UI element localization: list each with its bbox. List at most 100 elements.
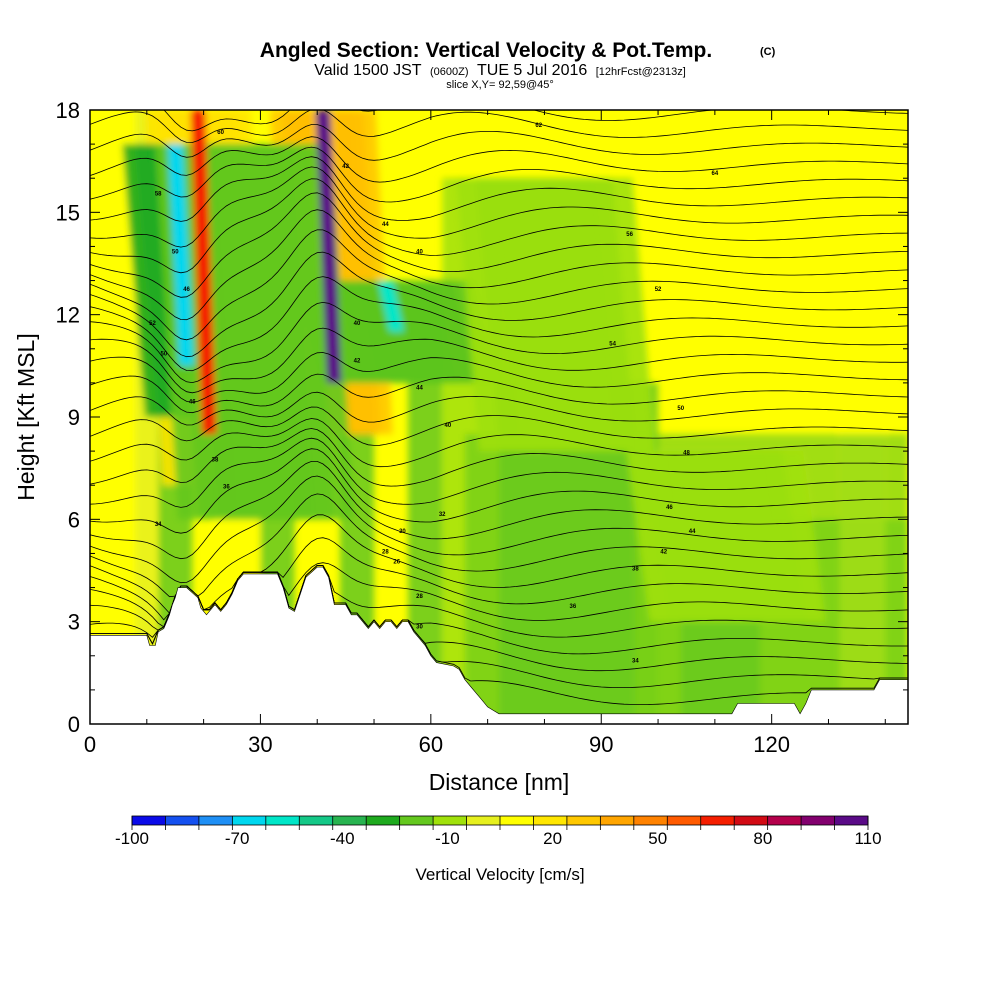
theta-contour: [90, 276, 908, 372]
theta-contour: [90, 301, 908, 384]
theta-contour-label: 30: [416, 624, 423, 630]
terrain: [90, 566, 908, 724]
theta-contour-label: 32: [439, 512, 446, 518]
colorbar-swatch: [466, 816, 501, 825]
theta-contour-label: 58: [155, 191, 162, 197]
theta-contour-label: 28: [416, 594, 423, 600]
theta-contour: [90, 437, 908, 508]
theta-contour: [90, 229, 908, 341]
theta-contour: [90, 406, 908, 446]
theta-contour-label: 56: [626, 232, 633, 238]
subtitle-valid-time: Valid 1500 JST: [314, 62, 422, 79]
colorbar-label: Vertical Velocity [cm/s]: [415, 865, 584, 884]
colorbar-swatch: [500, 816, 534, 825]
theta-contour-label: 36: [223, 485, 230, 491]
velocity-core-max: [378, 280, 405, 332]
theta-contour-label: 44: [416, 386, 423, 392]
theta-contour-label: 50: [172, 249, 179, 255]
theta-contour: [90, 514, 908, 614]
colorbar-tick-label: -40: [330, 829, 355, 848]
theta-contour: [90, 251, 908, 358]
theta-contour-label: 34: [155, 522, 162, 528]
theta-contour: [90, 209, 908, 321]
colorbar-swatch: [299, 816, 334, 825]
theta-contour-label: 40: [354, 321, 361, 327]
theta-contour: [90, 428, 908, 487]
theta-contour: [90, 192, 908, 298]
colorbar-swatch: [132, 816, 166, 825]
y-tick-label: 12: [56, 303, 80, 328]
velocity-core: [297, 280, 497, 383]
velocity-core-max: [167, 144, 194, 366]
theta-contour: [90, 461, 908, 560]
theta-contour: [90, 373, 908, 414]
theta-contour: [90, 537, 908, 621]
colorbar-swatch: [265, 816, 300, 825]
theta-contour: [90, 136, 908, 183]
theta-contour: [90, 146, 908, 203]
theta-contour-label: 42: [342, 164, 349, 170]
colorbar-tick-label: 110: [854, 829, 881, 848]
title-mark: (C): [760, 46, 776, 58]
theta-contour-label: 46: [666, 505, 673, 511]
colorbar-swatch: [533, 816, 568, 825]
colorbar-swatch: [834, 816, 869, 825]
colorbar-tick-label: -10: [435, 829, 460, 848]
x-tick-label: 60: [419, 732, 443, 757]
velocity-core: [626, 451, 826, 622]
theta-contour: [90, 124, 908, 161]
theta-contour-label: 62: [535, 123, 542, 129]
colorbar-swatch: [667, 816, 702, 825]
subtitle-date: TUE 5 Jul 2016: [477, 62, 587, 79]
colorbar-swatch: [399, 816, 434, 825]
colorbar-swatch: [633, 816, 668, 825]
theta-contour: [90, 391, 908, 426]
subtitle-forecast: [12hrFcst@2313z]: [596, 66, 686, 78]
colorbar-ticks: -100 -70 -40 -10 20 50 80 110: [115, 816, 882, 848]
x-tick-label: 90: [589, 732, 613, 757]
theta-contour: [163, 110, 908, 132]
theta-contour-label: 30: [399, 529, 406, 535]
colorbar-swatch: [700, 816, 735, 825]
theta-contour-label: 42: [354, 358, 361, 364]
theta-contour-label: 44: [382, 222, 389, 228]
theta-contour-label: 44: [689, 529, 696, 535]
colorbar-tick-label: -70: [225, 829, 250, 848]
y-tick-label: 6: [68, 507, 80, 532]
colorbar-swatch: [801, 816, 836, 825]
pot-temp-contours: [90, 110, 908, 705]
theta-contour-label: 46: [183, 287, 190, 293]
y-tick-label: 0: [68, 712, 80, 737]
theta-contour-label: 34: [632, 659, 639, 665]
y-tick-label: 9: [68, 405, 80, 430]
plot-area: 60 58 50 46 52 50 46 38 36 34 40 42 44 40 42 44 40 32 30 28…: [90, 110, 908, 724]
velocity-core-max: [190, 110, 217, 435]
theta-contour-label: 28: [382, 549, 389, 555]
theta-contour-label: 52: [149, 321, 156, 327]
colorbar-tick-label: -100: [115, 829, 149, 848]
theta-contour-label: 38: [212, 457, 219, 463]
theta-contour-label: 64: [712, 171, 719, 177]
y-tick-label: 18: [56, 98, 80, 123]
theta-contour: [90, 156, 908, 222]
x-axis-label: Distance [nm]: [429, 769, 570, 795]
theta-contour-label: 40: [445, 423, 452, 429]
colorbar-swatch: [332, 816, 367, 825]
velocity-region: [90, 110, 136, 724]
colorbar-tick-label: 20: [543, 829, 562, 848]
theta-contour: [90, 327, 908, 394]
colorbar-swatch: [767, 816, 802, 825]
colorbar-swatch: [566, 816, 601, 825]
theta-contour: [90, 352, 908, 403]
theta-contour-label: 50: [161, 352, 168, 358]
theta-contour: [90, 166, 908, 248]
theta-contour: [90, 493, 908, 598]
colorbar-swatch: [433, 816, 468, 825]
theta-contour: [90, 178, 908, 274]
x-tick-label: 0: [84, 732, 96, 757]
theta-contour: [90, 475, 908, 584]
x-tick-label: 120: [753, 732, 790, 757]
theta-contour-label: 54: [609, 341, 616, 347]
theta-contour: [90, 418, 908, 468]
